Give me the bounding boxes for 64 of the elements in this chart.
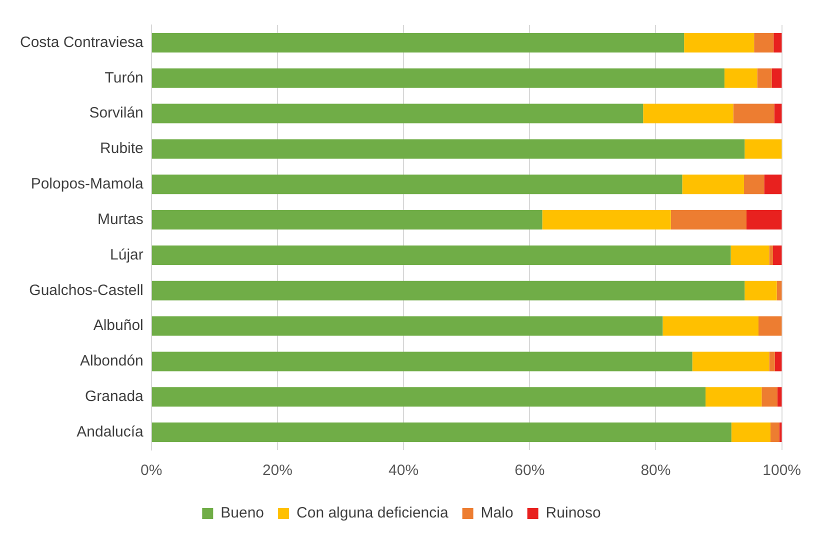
y-tick-label: Turón [104,69,144,86]
bar [682,174,744,194]
x-tick-label: 0% [140,462,162,480]
bar [744,174,764,194]
x-tick-label: 80% [640,462,671,480]
bar [724,68,758,88]
y-tick-label: Murtas [98,210,144,228]
y-tick-label: Costa Contraviesa [20,34,144,51]
legend-label: Malo [480,504,514,522]
bar [152,245,731,265]
bar [762,387,778,407]
y-tick-label: Albuñol [93,317,144,334]
bar [764,174,782,194]
bar [774,32,782,52]
bar [152,32,684,52]
bar [684,32,754,52]
bar [774,352,782,372]
y-tick-label: Lújar [110,246,144,264]
bar [152,210,542,230]
bar [758,316,782,336]
bar [746,210,782,230]
bar [643,104,734,124]
bar [706,387,762,407]
bar [152,387,706,407]
bar [744,280,777,300]
bar [152,139,745,159]
y-tick-label: Andalucía [76,423,144,440]
bar [692,352,770,372]
legend-label: Con alguna deficiencia [296,504,449,522]
bar [774,104,782,124]
bar [670,210,747,230]
y-tick-label: Polopos-Mamola [30,176,144,193]
bar [733,104,774,124]
bar [152,316,663,336]
bar [772,245,782,265]
x-tick-label: 20% [262,462,292,480]
bar [542,210,671,230]
bar [152,280,745,300]
bar [777,387,782,407]
bar [662,316,758,336]
bar [744,139,782,159]
bar [152,68,724,88]
bar [772,68,782,88]
bar [730,245,770,265]
y-tick-label: Albondón [80,352,144,370]
legend-label: Bueno [220,504,264,522]
bar [754,32,774,52]
bar [152,104,644,124]
bar [731,422,770,442]
bar [757,68,772,88]
y-tick-label: Granada [85,388,144,406]
legend-label: Ruinoso [546,504,601,522]
bar [152,174,682,194]
y-tick-label: Gualchos-Castell [29,282,144,299]
bar [152,352,692,372]
bar [769,245,773,265]
y-tick-label: Sorvilán [89,104,144,122]
bar [769,352,775,372]
y-tick-label: Rubite [100,140,144,158]
x-tick-label: 60% [514,462,545,480]
x-tick-label: 100% [762,462,802,480]
x-tick-label: 40% [388,462,419,480]
bar [770,422,780,442]
bar [152,422,732,442]
